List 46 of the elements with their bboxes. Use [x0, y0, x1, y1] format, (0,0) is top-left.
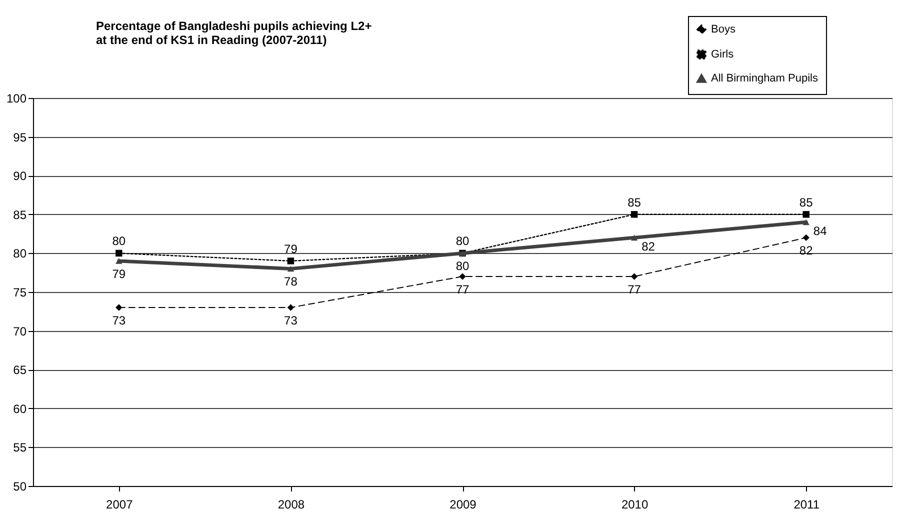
- x-tick-label: 2011: [794, 498, 820, 512]
- legend-label: Boys: [711, 24, 736, 36]
- y-tick-label: 70: [13, 324, 27, 338]
- data-label: 79: [284, 242, 298, 256]
- y-tick-label: 60: [13, 402, 27, 416]
- data-label: 85: [799, 195, 814, 210]
- point: [802, 219, 810, 226]
- point: [630, 234, 638, 241]
- data-label: 80: [456, 259, 470, 274]
- data-label: 73: [284, 314, 298, 328]
- y-tick-label: 80: [13, 246, 27, 261]
- point: [630, 211, 638, 218]
- x-tick-label: 2009: [450, 498, 477, 512]
- data-label: 79: [112, 266, 126, 281]
- y-tick-label: 90: [13, 169, 27, 184]
- x-tick-label: 2008: [278, 498, 305, 512]
- point: [630, 273, 638, 280]
- point: [287, 304, 294, 311]
- data-label: 73: [112, 314, 126, 328]
- y-tick-label: 95: [13, 130, 27, 144]
- point: [287, 258, 294, 264]
- point: [459, 273, 466, 280]
- point: [802, 211, 810, 218]
- data-label: 80: [456, 234, 470, 248]
- x-tick-label: 2007: [106, 498, 134, 512]
- text: Percentage of Bangladeshi pupils achieving L2+: [96, 19, 372, 33]
- point: [116, 250, 122, 257]
- legend-label: Girls: [711, 48, 734, 60]
- data-label: 85: [628, 195, 642, 210]
- text: at the end of KS1 in Reading (2007-2011): [96, 33, 327, 47]
- y-tick-label: 75: [13, 286, 27, 300]
- y-tick-label: 100: [6, 92, 27, 106]
- point: [116, 304, 122, 311]
- point: [802, 234, 810, 242]
- data-label: 78: [284, 274, 298, 289]
- y-tick-label: 85: [13, 208, 27, 222]
- y-tick-label: 65: [13, 363, 27, 378]
- point: [287, 266, 294, 272]
- legend-label: All Birmingham Pupils: [711, 72, 818, 84]
- y-tick-label: 55: [13, 440, 27, 455]
- point: [116, 258, 122, 264]
- data-label: 80: [112, 234, 126, 248]
- data-label: 84: [813, 224, 828, 238]
- data-label: 82: [642, 240, 656, 254]
- x-tick-label: 2010: [621, 498, 648, 512]
- y-tick-label: 50: [13, 480, 27, 494]
